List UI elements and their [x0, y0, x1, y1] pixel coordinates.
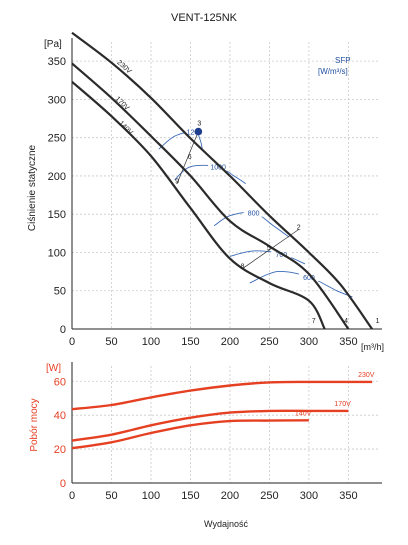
power-y-tick-label: 60 [54, 376, 66, 388]
top-y-label: Ciśnienie statyczne [27, 144, 38, 231]
power-x-tick-label: 350 [339, 490, 357, 502]
pressure-y-tick-label: 100 [48, 247, 66, 259]
bottom-y-label: Pobór mocy [29, 398, 40, 451]
point-label: 4 [344, 318, 348, 325]
point-label: 9 [175, 179, 179, 186]
pressure-x-tick-label: 300 [300, 336, 318, 348]
pressure-curve [71, 62, 350, 330]
sfp-label: SFP [335, 56, 351, 65]
pressure-y-tick-label: 200 [48, 171, 66, 183]
chart-title: VENT-125NK [171, 12, 238, 24]
power-x-tick-label: 300 [300, 490, 318, 502]
pressure-x-tick-label: 100 [142, 336, 160, 348]
operating-line [242, 229, 299, 269]
bottom-x-label: Wydajność [204, 519, 248, 529]
sfp-curve-label: 1200 [187, 130, 203, 137]
pressure-x-tick-label: 200 [221, 336, 239, 348]
pressure-x-tick-label: 50 [105, 336, 117, 348]
pressure-curve-label: 170V [114, 96, 131, 113]
power-x-tick-label: 250 [260, 490, 278, 502]
pressure-y-tick-label: 300 [48, 94, 66, 106]
power-y-tick-label: 0 [60, 478, 66, 490]
top-x-unit: [m³/h] [361, 342, 384, 352]
operating-point-marker [194, 127, 203, 136]
top-y-unit: [Pa] [44, 39, 62, 50]
pressure-x-tick-label: 250 [260, 336, 278, 348]
power-curve [71, 409, 349, 442]
sfp-unit: [W/m³/s] [318, 67, 348, 76]
power-curve-label: 230V [358, 372, 375, 379]
sfp-label-bg [208, 162, 229, 171]
pressure-y-tick-label: 150 [48, 209, 66, 221]
power-curve [71, 380, 373, 411]
sfp-label-bg [184, 127, 205, 136]
power-y-tick-label: 20 [54, 444, 66, 456]
pressure-y-tick-label: 0 [60, 324, 66, 336]
point-label: 2 [297, 225, 301, 232]
bottom-y-unit: [W] [46, 363, 61, 374]
power-x-tick-label: 0 [69, 490, 75, 502]
point-label: 7 [312, 318, 316, 325]
sfp-label-bg [243, 208, 264, 217]
pressure-curve [71, 80, 326, 330]
pressure-curve [71, 31, 373, 330]
pressure-x-tick-label: 350 [339, 336, 357, 348]
power-y-tick-label: 40 [54, 410, 66, 422]
sfp-curve-label: 1000 [210, 165, 226, 172]
sfp-curve-label: 800 [248, 211, 260, 218]
pressure-y-tick-label: 250 [48, 133, 66, 145]
power-curve-label: 170V [334, 401, 351, 408]
power-x-tick-label: 150 [181, 490, 199, 502]
power-plot: 0 50 100 150 200 250 300 350 0 20 40 60 230V 170V 140V [54, 362, 382, 502]
pressure-y-tick-label: 50 [54, 286, 66, 298]
point-label: 6 [188, 154, 192, 161]
operating-line [176, 131, 199, 184]
sfp-curve-label: 600 [303, 275, 315, 282]
pressure-plot: 0 50 100 150 200 250 300 350 0 50 100 150 200 250 300 3… [48, 31, 382, 348]
point-label: 8 [241, 264, 245, 271]
pressure-x-tick-label: 150 [181, 336, 199, 348]
sfp-label-bg [298, 272, 319, 281]
power-x-tick-label: 50 [105, 490, 117, 502]
power-curve [71, 419, 309, 450]
point-label: 5 [267, 245, 271, 252]
power-x-tick-label: 100 [142, 490, 160, 502]
pressure-x-tick-label: 0 [69, 336, 75, 348]
sfp-curve-label: 700 [275, 252, 287, 259]
power-x-tick-label: 200 [221, 490, 239, 502]
pressure-y-tick-label: 350 [48, 56, 66, 68]
point-label: 3 [197, 121, 201, 128]
point-label: 1 [376, 318, 380, 325]
power-curve-label: 140V [295, 410, 312, 417]
